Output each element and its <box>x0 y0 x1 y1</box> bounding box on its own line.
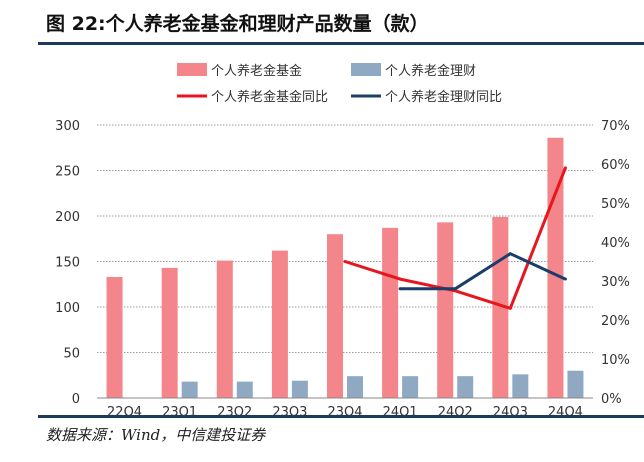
point-fund-yoy <box>398 277 402 281</box>
bar-wealth-product-count <box>236 381 253 398</box>
bar-wealth-product-count <box>347 376 363 398</box>
point-fund-yoy <box>343 260 347 263</box>
y-right-tick-label: 0% <box>601 392 622 407</box>
point-wealth-yoy <box>453 287 457 291</box>
legend-label: 个人养老金理财 <box>385 63 476 79</box>
bar-fund-count <box>161 267 178 398</box>
y-left-tick-label: 0 <box>72 392 80 407</box>
y-left-tick-label: 50 <box>63 347 80 362</box>
point-wealth-yoy <box>563 277 567 281</box>
y-right-tick-label: 30% <box>601 275 630 290</box>
title-divider <box>38 42 644 45</box>
figure-title: 图 22:个人养老金基金和理财产品数量（款） <box>46 13 429 35</box>
y-right-tick-label: 50% <box>601 197 630 212</box>
bar-wealth-product-count <box>457 376 474 398</box>
y-right-tick-label: 60% <box>601 158 630 173</box>
point-wealth-yoy <box>508 252 512 256</box>
bar-fund-count <box>271 250 288 398</box>
bar-wealth-product-count <box>402 376 419 398</box>
bar-fund-count <box>216 260 233 398</box>
legend-swatch <box>177 63 207 76</box>
y-axis-right: 0% 10% 20% 30% 40% 50% 60% 70% <box>601 119 630 407</box>
chart-bars <box>106 137 584 399</box>
y-axis-left: 0 50 100 150 200 250 300 <box>55 119 80 407</box>
legend-label: 个人养老金基金 <box>211 63 302 79</box>
chart-lines <box>343 166 567 310</box>
point-fund-yoy <box>508 306 512 310</box>
y-right-tick-label: 20% <box>601 314 630 329</box>
y-left-tick-label: 100 <box>55 301 80 316</box>
point-fund-yoy <box>563 166 567 170</box>
y-left-tick-label: 250 <box>55 165 80 180</box>
bar-wealth-product-count <box>181 381 198 398</box>
legend-label: 个人养老金理财同比 <box>385 89 502 105</box>
y-right-tick-label: 70% <box>601 119 630 134</box>
bar-wealth-product-count <box>567 370 584 398</box>
source-divider <box>38 415 644 418</box>
y-right-tick-label: 40% <box>601 236 630 251</box>
bar-fund-count <box>327 234 343 398</box>
source-note: 数据来源：Wind，中信建投证券 <box>46 426 266 444</box>
y-right-tick-label: 10% <box>601 353 630 368</box>
point-wealth-yoy <box>398 287 402 291</box>
bar-wealth-product-count <box>291 380 308 398</box>
legend-swatch <box>351 63 381 76</box>
bar-wealth-product-count <box>512 374 529 398</box>
legend-label: 个人养老金基金同比 <box>211 89 328 105</box>
y-left-tick-label: 300 <box>55 119 80 134</box>
line-wealth-yoy <box>400 252 567 291</box>
y-left-tick-label: 150 <box>55 256 80 271</box>
bar-fund-count <box>437 222 454 398</box>
bar-fund-count <box>382 227 399 398</box>
y-left-tick-label: 200 <box>55 210 80 225</box>
bar-fund-count <box>106 276 123 398</box>
